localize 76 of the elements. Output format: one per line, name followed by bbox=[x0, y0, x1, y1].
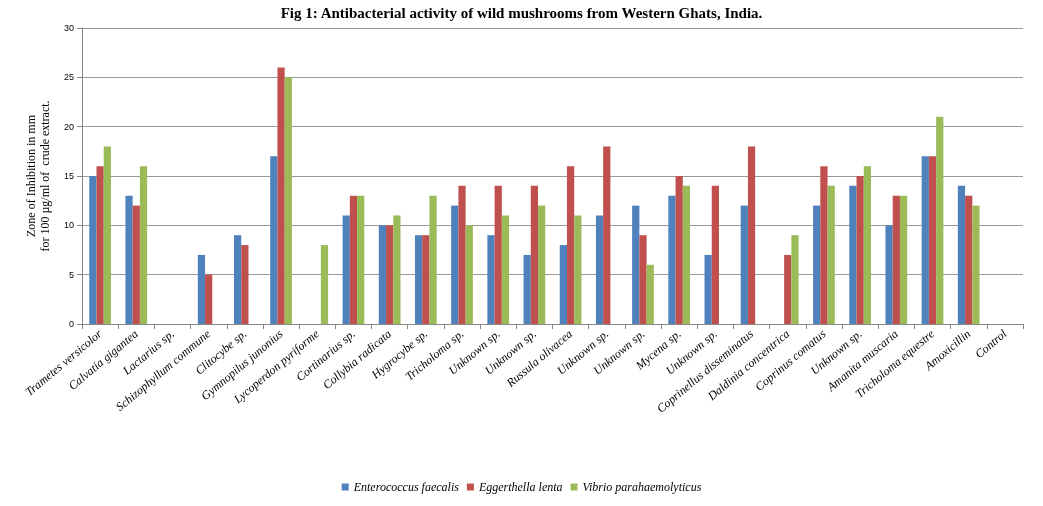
bar bbox=[863, 166, 871, 324]
bar bbox=[827, 185, 835, 324]
bar bbox=[972, 205, 980, 324]
bar bbox=[899, 195, 908, 324]
bar bbox=[574, 215, 582, 324]
bar bbox=[849, 185, 857, 324]
bar bbox=[892, 195, 900, 324]
bar bbox=[270, 156, 278, 324]
bar bbox=[646, 264, 654, 324]
y-tick-label: 0 bbox=[68, 319, 74, 329]
legend-label: Vibrio parahaemolyticus bbox=[582, 480, 702, 494]
bar bbox=[393, 215, 401, 324]
bar bbox=[284, 77, 292, 324]
y-tick-label: 15 bbox=[63, 171, 74, 181]
bar bbox=[125, 195, 133, 324]
bar bbox=[957, 185, 966, 324]
bar bbox=[523, 254, 531, 324]
bar bbox=[813, 205, 821, 324]
bar bbox=[740, 205, 748, 324]
y-axis-title: Zone of Inhibition in mm for 100 µg/ml of crude extract. bbox=[24, 100, 52, 252]
bar bbox=[234, 235, 242, 324]
legend-label: Enterococcus faecalis bbox=[352, 480, 460, 494]
bar bbox=[921, 156, 929, 324]
bar bbox=[747, 146, 756, 324]
bar bbox=[928, 156, 937, 324]
bar bbox=[132, 205, 140, 324]
bar bbox=[885, 225, 893, 324]
bar bbox=[856, 176, 864, 324]
legend-label: Eggerthella lenta bbox=[477, 480, 563, 494]
y-tick-label: 20 bbox=[63, 121, 74, 132]
bar bbox=[320, 245, 329, 324]
bar bbox=[349, 195, 358, 324]
bar bbox=[414, 235, 423, 324]
bar bbox=[639, 235, 647, 324]
bar bbox=[784, 254, 792, 324]
y-tick-label: 5 bbox=[68, 269, 74, 280]
bar bbox=[378, 225, 387, 324]
y-tick-label: 25 bbox=[63, 72, 74, 83]
bar bbox=[566, 166, 575, 324]
bar bbox=[96, 166, 104, 324]
bar bbox=[595, 215, 604, 324]
bar bbox=[675, 176, 683, 324]
bar bbox=[205, 274, 213, 324]
bar bbox=[487, 235, 495, 324]
bar bbox=[458, 185, 466, 324]
bar bbox=[494, 185, 502, 324]
bar bbox=[277, 67, 285, 324]
bar bbox=[820, 166, 828, 324]
bar bbox=[103, 146, 111, 324]
y-tick-label: 10 bbox=[63, 220, 74, 231]
bar bbox=[139, 166, 148, 324]
y-tick-label: 30 bbox=[63, 23, 74, 33]
bar bbox=[668, 195, 676, 324]
bar bbox=[559, 245, 567, 324]
bar bbox=[357, 195, 365, 324]
bar bbox=[682, 185, 691, 324]
bar bbox=[422, 235, 430, 324]
bar bbox=[465, 225, 473, 324]
bar bbox=[197, 254, 206, 324]
bar bbox=[791, 235, 799, 324]
bar bbox=[704, 254, 712, 324]
bar bbox=[241, 245, 249, 324]
bar bbox=[342, 215, 350, 324]
bar bbox=[632, 205, 640, 324]
bar bbox=[386, 225, 394, 324]
bar bbox=[711, 185, 719, 324]
bar bbox=[538, 205, 546, 324]
chart-title: Fig 1: Antibacterial activity of wild mushrooms from Western Ghats, India. bbox=[280, 4, 763, 21]
bar bbox=[603, 146, 611, 324]
bar bbox=[501, 215, 510, 324]
bar bbox=[936, 116, 944, 324]
bar bbox=[530, 185, 539, 324]
bar bbox=[429, 195, 437, 324]
bar bbox=[965, 195, 973, 324]
bar bbox=[451, 205, 459, 324]
bar bbox=[89, 176, 97, 324]
